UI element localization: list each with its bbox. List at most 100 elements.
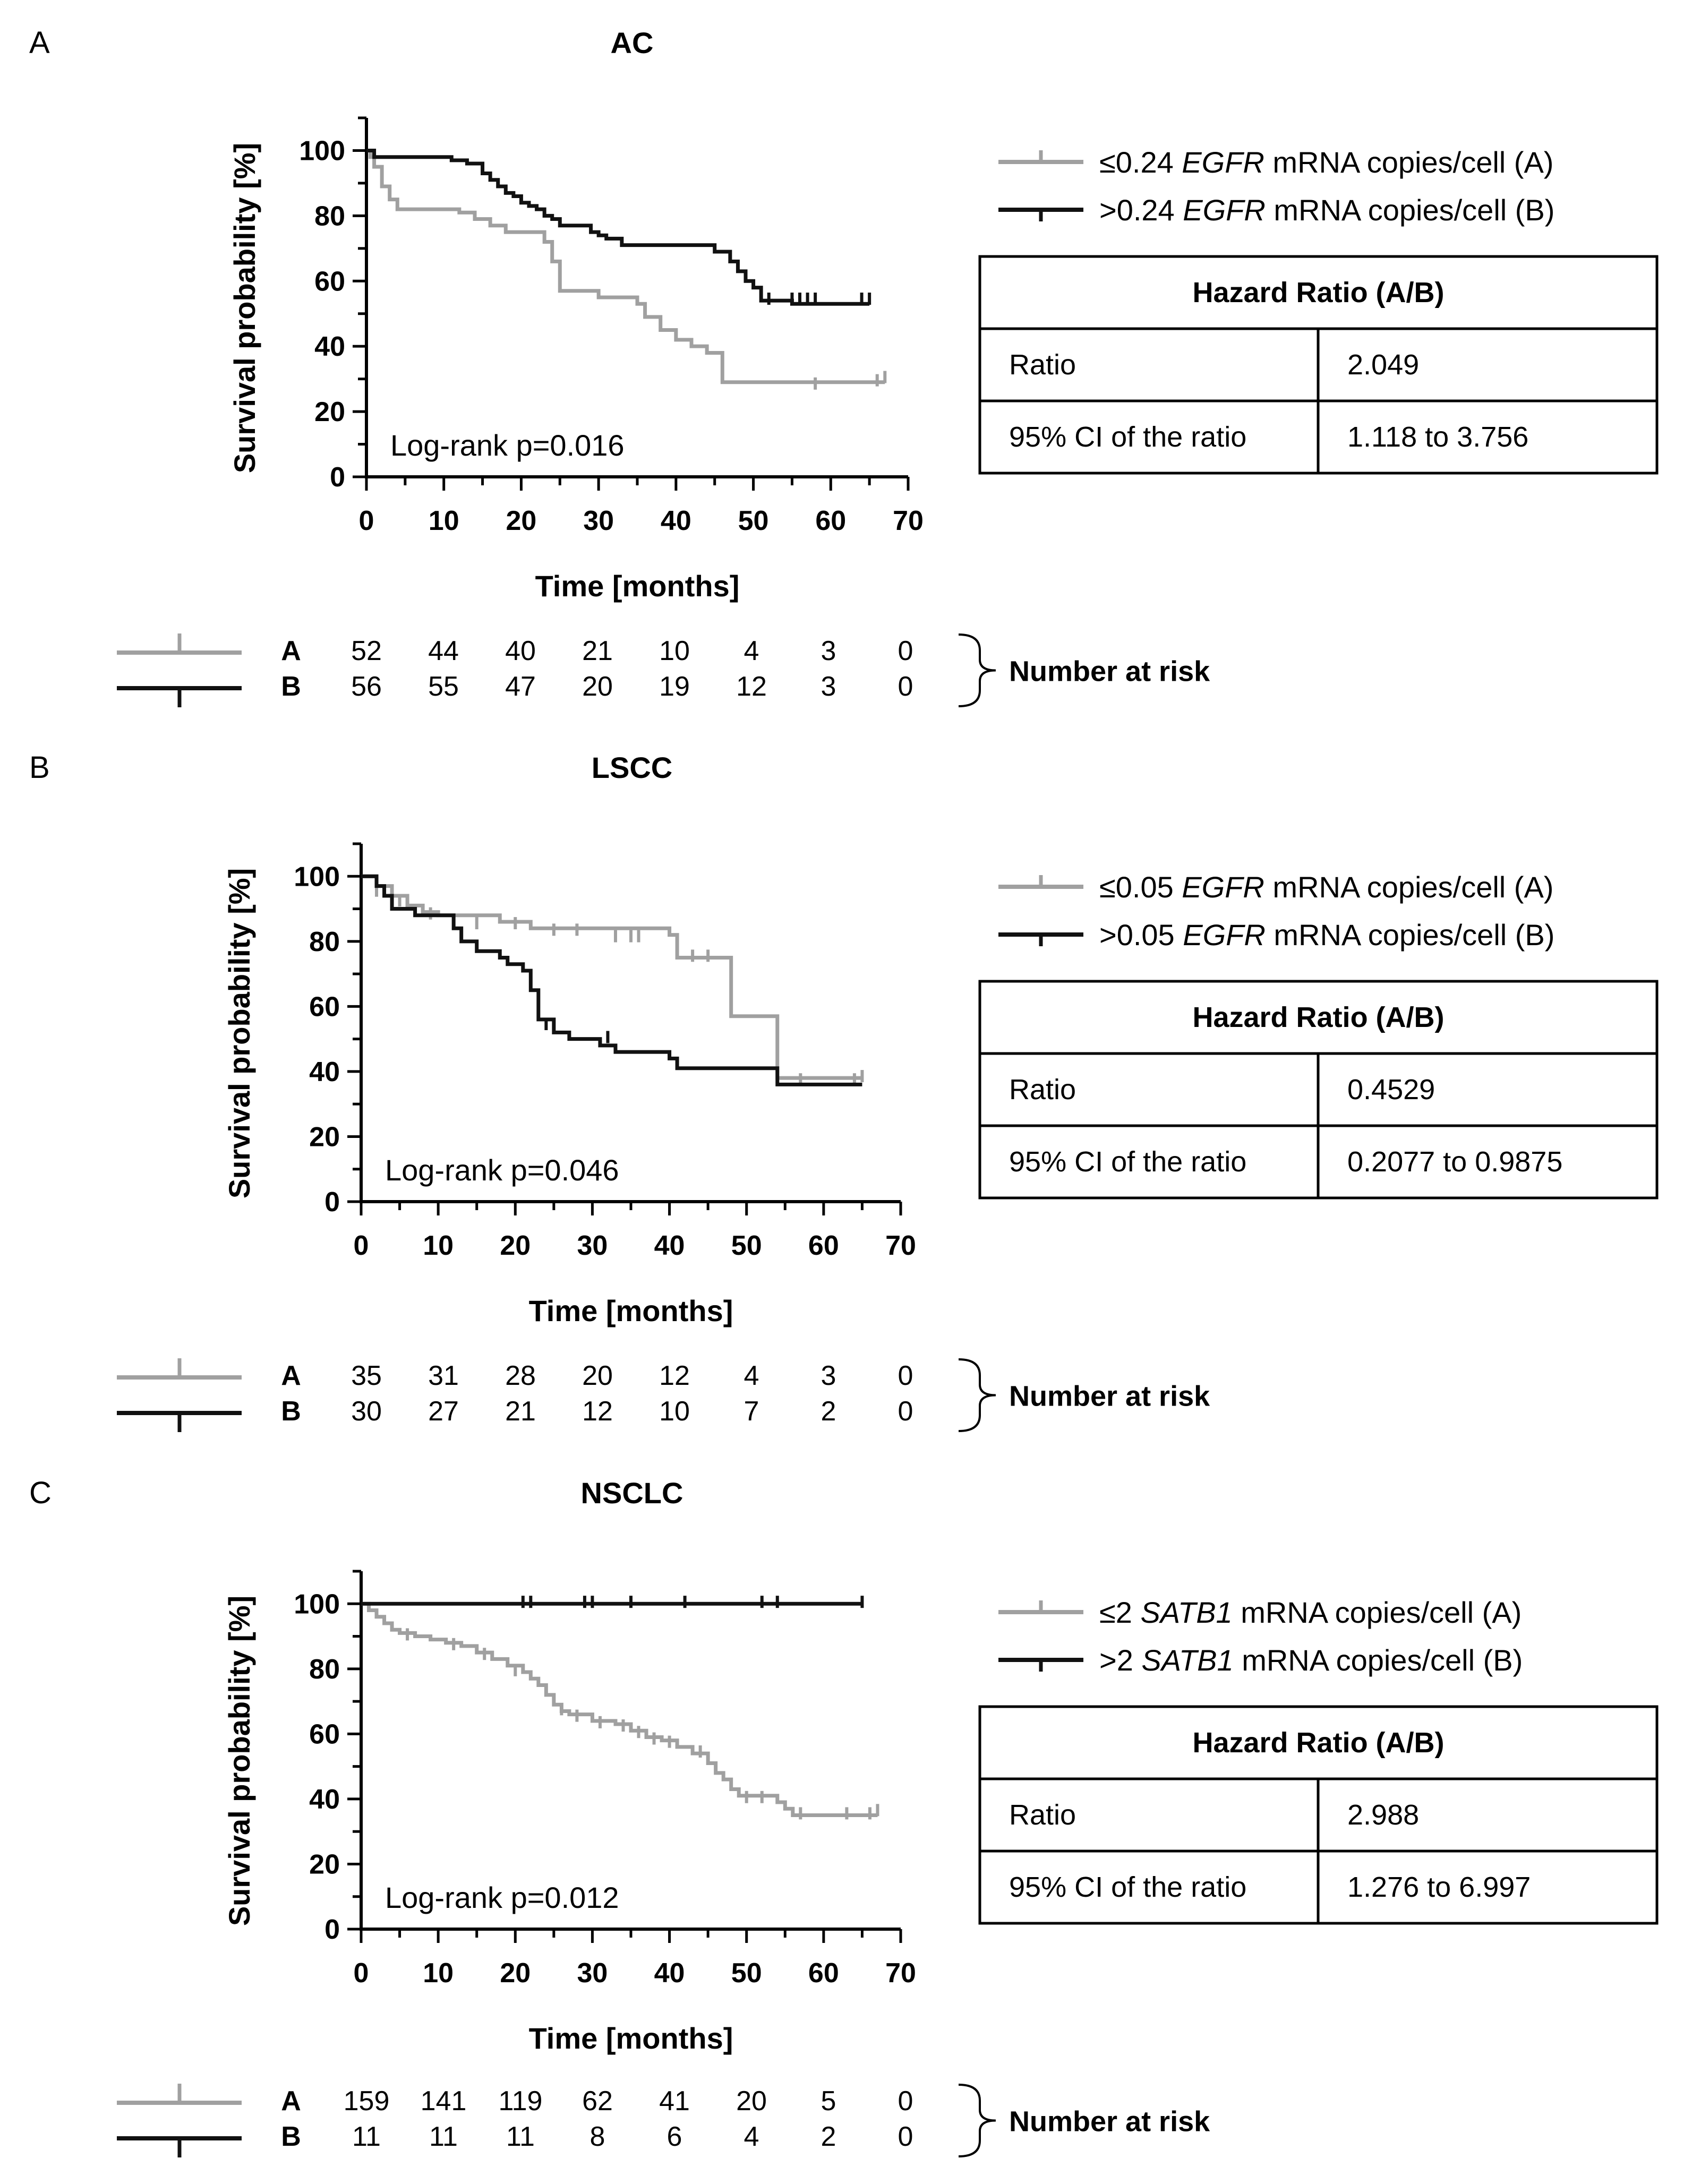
legend-gene: EGFR (1182, 870, 1264, 904)
risk-count: 159 (344, 2086, 390, 2117)
risk-count: 10 (659, 1396, 690, 1427)
risk-count: 2 (821, 1396, 836, 1427)
x-tick-label: 10 (423, 1230, 454, 1261)
y-axis-label: Survival probability [%] (223, 868, 256, 1198)
y-tick-label: 100 (294, 1589, 340, 1620)
number-at-risk-table: A 159 141 119 62 41 20 5 0B 11 11 11 8 6 4 2 0 Number at … (117, 2084, 1210, 2157)
y-tick-label: 20 (314, 397, 345, 427)
legend-gene: SATB1 (1140, 1596, 1232, 1629)
number-at-risk-table: A 35 31 28 20 12 4 3 0B 30 27 21 12 10 7 2 0 Number at ri… (117, 1358, 1210, 1432)
legend-description: mRNA copies/cell (A) (1264, 870, 1554, 904)
legend-entry: >2 SATB1 mRNA copies/cell (B) (1099, 1643, 1523, 1677)
risk-group-label: A (281, 1360, 301, 1391)
ratio-label: Ratio (1009, 1074, 1076, 1106)
y-tick-label: 40 (309, 1057, 340, 1087)
y-tick-label: 60 (309, 1719, 340, 1750)
log-rank-annotation: Log-rank p=0.016 (390, 429, 625, 462)
risk-brace (958, 633, 996, 707)
risk-count: 21 (582, 636, 613, 666)
risk-count: 12 (736, 671, 767, 702)
risk-count: 141 (421, 2086, 467, 2117)
legend-threshold: >2 (1099, 1643, 1141, 1677)
risk-count: 62 (582, 2086, 613, 2117)
x-tick-label: 50 (738, 506, 769, 536)
risk-count: 0 (898, 2086, 913, 2117)
y-tick-label: 80 (309, 927, 340, 957)
risk-count: 4 (744, 636, 759, 666)
number-at-risk-label: Number at risk (1009, 1381, 1210, 1412)
y-tick-label: 0 (324, 1914, 340, 1945)
x-tick-label: 0 (359, 506, 374, 536)
legend-entry: ≤0.05 EGFR mRNA copies/cell (A) (1099, 870, 1553, 904)
risk-count: 11 (506, 2121, 535, 2152)
legend-description: mRNA copies/cell (A) (1233, 1596, 1522, 1629)
risk-count: 31 (428, 1360, 459, 1391)
risk-count: 0 (898, 1360, 913, 1391)
y-axis-label: Survival probability [%] (228, 143, 261, 473)
risk-count: 5 (821, 2086, 836, 2117)
legend-gene: EGFR (1182, 145, 1264, 179)
ci-label: 95% CI of the ratio (1009, 1871, 1246, 1903)
x-tick-label: 30 (577, 1230, 608, 1261)
log-rank-annotation: Log-rank p=0.046 (385, 1153, 619, 1187)
risk-count: 44 (428, 636, 459, 666)
ratio-label: Ratio (1009, 349, 1076, 381)
risk-count: 40 (505, 636, 536, 666)
chart-title: AC (611, 26, 654, 59)
legend-threshold: >0.24 (1099, 193, 1183, 227)
ratio-value: 0.4529 (1347, 1074, 1435, 1106)
y-tick-label: 40 (314, 331, 345, 362)
x-tick-label: 70 (885, 1958, 916, 1989)
x-tick-label: 60 (808, 1230, 839, 1261)
x-tick-label: 60 (808, 1958, 839, 1989)
x-axis-label: Time [months] (529, 1294, 733, 1327)
risk-count: 11 (352, 2121, 381, 2152)
y-tick-label: 80 (314, 201, 345, 232)
panel-label: A (29, 25, 50, 60)
risk-count: 20 (582, 1360, 613, 1391)
x-tick-label: 30 (583, 506, 614, 536)
x-tick-label: 20 (506, 506, 537, 536)
legend-entry: >0.05 EGFR mRNA copies/cell (B) (1099, 918, 1554, 952)
x-tick-label: 10 (429, 506, 459, 536)
table-header: Hazard Ratio (A/B) (1192, 1001, 1444, 1033)
risk-count: 41 (659, 2086, 690, 2117)
risk-count: 27 (428, 1396, 459, 1427)
x-tick-label: 20 (500, 1958, 531, 1989)
legend-gene: EGFR (1183, 193, 1266, 227)
x-tick-label: 40 (654, 1958, 685, 1989)
series-line-a (361, 874, 862, 1080)
risk-count: 19 (659, 671, 690, 702)
panel-label: B (29, 750, 50, 785)
risk-count: 12 (659, 1360, 690, 1391)
risk-count: 21 (505, 1396, 536, 1427)
risk-count: 2 (821, 2121, 836, 2152)
risk-count: 0 (898, 2121, 913, 2152)
risk-group-label: A (281, 636, 301, 666)
ci-label: 95% CI of the ratio (1009, 421, 1246, 453)
y-tick-label: 60 (309, 991, 340, 1022)
legend-description: mRNA copies/cell (B) (1234, 1643, 1523, 1677)
x-tick-label: 10 (423, 1958, 454, 1989)
table-header: Hazard Ratio (A/B) (1192, 277, 1444, 309)
number-at-risk-label: Number at risk (1009, 656, 1210, 688)
x-tick-label: 0 (354, 1230, 369, 1261)
x-axis-label: Time [months] (535, 569, 740, 603)
legend-entry: >0.24 EGFR mRNA copies/cell (B) (1099, 193, 1554, 227)
ci-label: 95% CI of the ratio (1009, 1146, 1246, 1178)
risk-group-label: B (281, 2121, 301, 2152)
y-tick-label: 80 (309, 1654, 340, 1685)
legend-entry: ≤0.24 EGFR mRNA copies/cell (A) (1099, 145, 1553, 179)
risk-group-label: B (281, 1396, 301, 1427)
x-tick-label: 0 (354, 1958, 369, 1989)
x-tick-label: 70 (893, 506, 924, 536)
risk-count: 20 (582, 671, 613, 702)
y-tick-label: 40 (309, 1784, 340, 1815)
risk-count: 55 (428, 671, 459, 702)
risk-count: 6 (667, 2121, 682, 2152)
y-tick-label: 0 (324, 1187, 340, 1218)
panel-label: C (29, 1476, 52, 1510)
x-tick-label: 40 (654, 1230, 685, 1261)
x-tick-label: 60 (815, 506, 846, 536)
